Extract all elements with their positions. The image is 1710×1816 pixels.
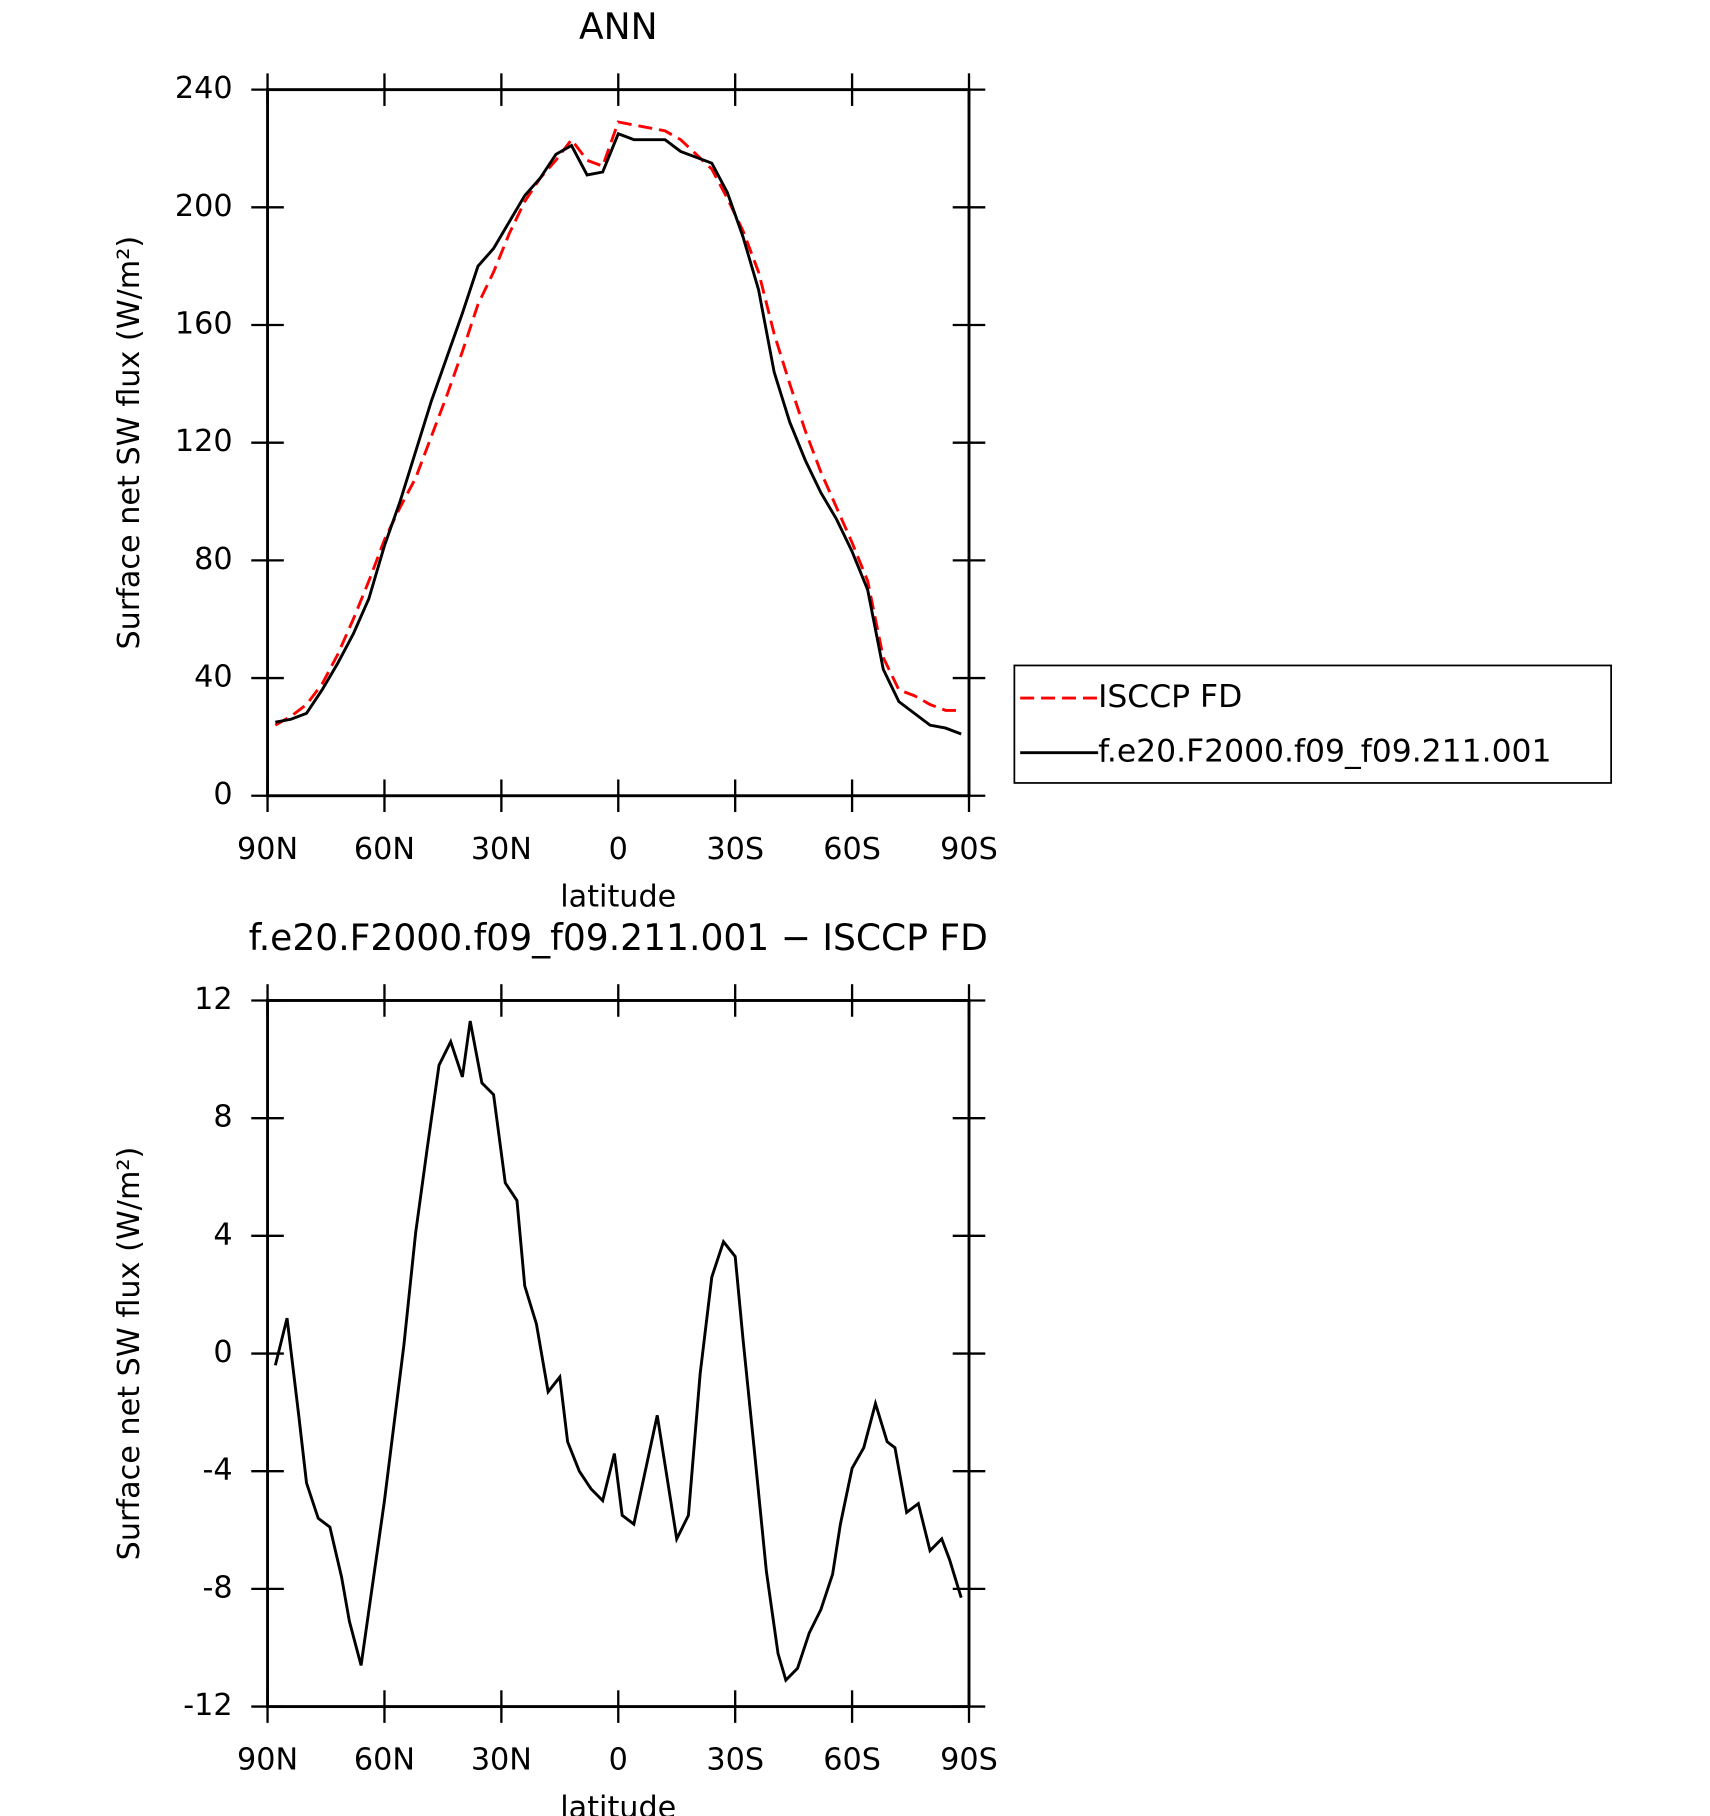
y-tick-label: -12 xyxy=(183,1688,232,1723)
x-tick-label: 90N xyxy=(237,832,298,867)
y-tick-label: 80 xyxy=(194,542,232,577)
x-tick-label: 30N xyxy=(471,1743,532,1778)
x-axis-label: latitude xyxy=(560,1790,676,1816)
x-tick-label: 90S xyxy=(940,832,998,867)
y-tick-label: 240 xyxy=(175,71,233,106)
legend-label: ISCCP FD xyxy=(1098,679,1242,715)
y-tick-label: 8 xyxy=(213,1100,232,1135)
y-tick-label: 4 xyxy=(213,1217,232,1252)
y-tick-label: 40 xyxy=(194,660,232,695)
y-tick-label: 200 xyxy=(175,189,233,224)
x-tick-label: 0 xyxy=(609,1743,628,1778)
chart-title: ANN xyxy=(579,6,658,48)
x-tick-label: 60S xyxy=(823,832,881,867)
y-tick-label: 12 xyxy=(194,982,232,1017)
y-tick-label: 160 xyxy=(175,307,233,342)
legend-box xyxy=(1013,664,1612,784)
data-line xyxy=(275,131,962,736)
y-tick-label: 0 xyxy=(213,777,232,812)
x-tick-label: 0 xyxy=(609,832,628,867)
x-tick-label: 30S xyxy=(706,832,764,867)
x-tick-label: 30S xyxy=(706,1743,764,1778)
x-tick-label: 60S xyxy=(823,1743,881,1778)
legend-label: f.e20.F2000.f09_f09.211.001 xyxy=(1098,734,1551,770)
y-axis-label: Surface net SW flux (W/m²) xyxy=(112,1147,147,1561)
x-tick-label: 60N xyxy=(354,832,415,867)
x-axis-label: latitude xyxy=(560,880,676,915)
y-tick-label: 0 xyxy=(213,1335,232,1370)
y-tick-label: -8 xyxy=(202,1570,232,1605)
y-tick-label: 120 xyxy=(175,424,233,459)
data-line xyxy=(273,1020,963,1683)
plot-frame xyxy=(266,999,971,1709)
x-tick-label: 60N xyxy=(354,1743,415,1778)
y-tick-label: -4 xyxy=(202,1453,232,1488)
x-tick-label: 90N xyxy=(237,1743,298,1778)
chart-title: f.e20.F2000.f09_f09.211.001 − ISCCP FD xyxy=(249,917,988,959)
x-tick-label: 30N xyxy=(471,832,532,867)
x-tick-label: 90S xyxy=(940,1743,998,1778)
plot-frame xyxy=(266,88,971,798)
y-axis-label: Surface net SW flux (W/m²) xyxy=(112,236,147,650)
data-line xyxy=(274,120,962,727)
